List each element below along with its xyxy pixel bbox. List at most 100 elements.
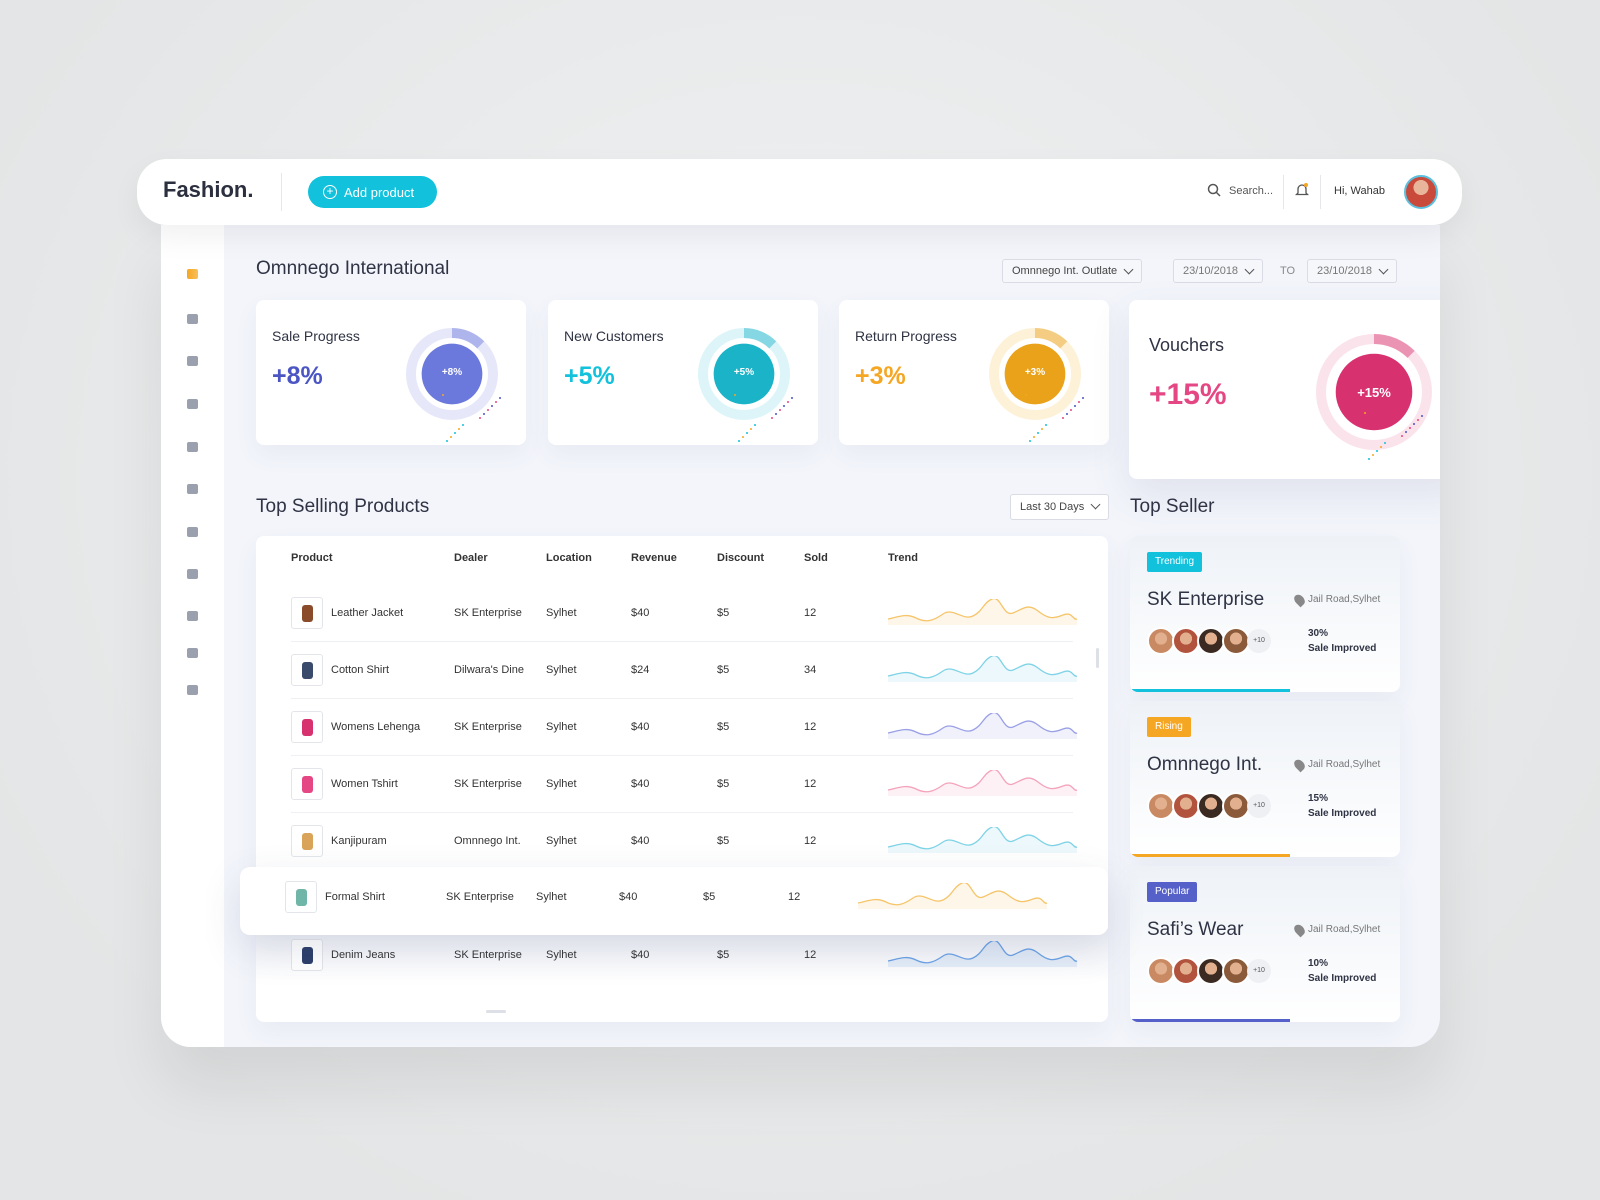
- seller-avatar: [1147, 792, 1175, 820]
- confetti: [1041, 428, 1043, 430]
- column-header[interactable]: Dealer: [454, 552, 488, 564]
- to-label: TO: [1280, 265, 1296, 277]
- more-avatars: +10: [1247, 794, 1271, 818]
- stat-title: Return Progress: [855, 328, 957, 344]
- confetti: [791, 397, 793, 399]
- seller-badge: Rising: [1147, 717, 1191, 737]
- column-header[interactable]: Sold: [804, 552, 828, 564]
- ring-label: +15%: [1357, 385, 1391, 400]
- confetti: [1380, 446, 1382, 448]
- confetti: [1372, 454, 1374, 456]
- product-image: [302, 662, 313, 679]
- nav-icon[interactable]: [187, 648, 198, 658]
- confetti: [742, 436, 744, 438]
- location-pin: [1292, 592, 1307, 608]
- confetti: [771, 417, 773, 419]
- product-thumbnail: [285, 881, 317, 913]
- confetti: [487, 409, 489, 411]
- product-name: Formal Shirt: [325, 891, 385, 903]
- product-name: Women Tshirt: [331, 778, 398, 790]
- seller-card[interactable]: Trending SK Enterprise Jail Road,Sylhet +10…: [1130, 536, 1400, 692]
- product-thumbnail: [291, 711, 323, 743]
- seller-avatar: [1222, 627, 1250, 655]
- nav-icon[interactable]: [187, 685, 198, 695]
- header: Fashion. + Add product Search... Hi, Wah…: [137, 159, 1462, 225]
- progress-bar: [1130, 854, 1290, 857]
- column-header[interactable]: Discount: [717, 552, 765, 564]
- table-cell: $40: [631, 778, 650, 790]
- confetti: [483, 413, 485, 415]
- confetti: [1405, 431, 1407, 433]
- nav-icon[interactable]: [187, 484, 198, 494]
- date-from-dropdown[interactable]: 23/10/2018: [1173, 259, 1264, 283]
- ring-label: +5%: [733, 367, 755, 378]
- column-header[interactable]: Product: [291, 552, 333, 564]
- nav-icon[interactable]: [187, 356, 198, 366]
- nav-icon-active[interactable]: [187, 269, 198, 279]
- confetti: [495, 401, 497, 403]
- confetti: [1045, 424, 1047, 426]
- date-to-dropdown[interactable]: 23/10/2018: [1307, 259, 1398, 283]
- progress-ring: [694, 324, 794, 424]
- table-cell: Sylhet: [536, 891, 567, 903]
- add-product-button[interactable]: + Add product: [308, 176, 437, 208]
- confetti: [1066, 413, 1068, 415]
- outlet-dropdown[interactable]: Omnnego Int. Outlate: [1002, 259, 1143, 283]
- column-header[interactable]: Trend: [888, 552, 918, 564]
- table-cell: SK Enterprise: [446, 891, 514, 903]
- user-avatar[interactable]: [1404, 175, 1438, 209]
- nav-icon[interactable]: [187, 569, 198, 579]
- stat-title: Sale Progress: [272, 328, 360, 344]
- search-icon[interactable]: [1207, 183, 1221, 197]
- seller-avatar: [1222, 957, 1250, 985]
- nav-icon[interactable]: [187, 442, 198, 452]
- confetti: [783, 405, 785, 407]
- notification-icon[interactable]: [1295, 182, 1309, 198]
- confetti: [1409, 427, 1411, 429]
- confetti: [1421, 415, 1423, 417]
- nav-icon[interactable]: [187, 399, 198, 409]
- stat-card[interactable]: Sale Progress +8% +8%: [256, 300, 526, 445]
- confetti: [446, 440, 448, 442]
- main-panel: Omnnego International Omnnego Int. Outlat…: [161, 225, 1440, 1047]
- divider: [1283, 175, 1284, 209]
- table-cell: 12: [804, 778, 817, 790]
- stat-card[interactable]: New Customers +5% +5%: [548, 300, 818, 445]
- table-cell: 12: [804, 949, 817, 961]
- product-thumbnail: [291, 939, 323, 971]
- product-image: [302, 776, 313, 793]
- nav-icon[interactable]: [187, 611, 198, 621]
- trend-sparkline: [887, 711, 1078, 739]
- more-avatars: +10: [1247, 959, 1271, 983]
- column-header[interactable]: Revenue: [631, 552, 677, 564]
- seller-location: Jail Road,Sylhet: [1308, 924, 1381, 935]
- column-header[interactable]: Location: [546, 552, 592, 564]
- table-cell: $40: [631, 949, 650, 961]
- row-separator: [291, 812, 1073, 813]
- range-dropdown[interactable]: Last 30 Days: [1010, 494, 1110, 520]
- confetti: [1376, 450, 1378, 452]
- confetti: [1025, 394, 1027, 396]
- nav-icon[interactable]: [187, 314, 198, 324]
- confetti: [1029, 440, 1031, 442]
- stat-card[interactable]: Vouchers +15% +15%: [1129, 300, 1440, 479]
- search-input[interactable]: Search...: [1229, 185, 1274, 197]
- table-row-highlighted[interactable]: Formal Shirt SK Enterprise Sylhet $40 $5 12: [240, 867, 1108, 935]
- confetti: [1384, 442, 1386, 444]
- seller-badge: Popular: [1147, 882, 1198, 902]
- confetti: [462, 424, 464, 426]
- confetti: [442, 394, 444, 396]
- confetti: [1368, 458, 1370, 460]
- product-image: [302, 833, 313, 850]
- confetti: [450, 436, 452, 438]
- product-name: Kanjipuram: [331, 835, 387, 847]
- progress-ring: [402, 324, 502, 424]
- seller-avatar: [1147, 627, 1175, 655]
- seller-card[interactable]: Rising Omnnego Int. Jail Road,Sylhet +10 15%…: [1130, 701, 1400, 857]
- stat-card[interactable]: Return Progress +3% +3%: [839, 300, 1109, 445]
- progress-ring: [985, 324, 1085, 424]
- logo[interactable]: Fashion.: [163, 177, 254, 202]
- seller-card[interactable]: Popular Safi’s Wear Jail Road,Sylhet +10 10%…: [1130, 866, 1400, 1022]
- nav-icon[interactable]: [187, 527, 198, 537]
